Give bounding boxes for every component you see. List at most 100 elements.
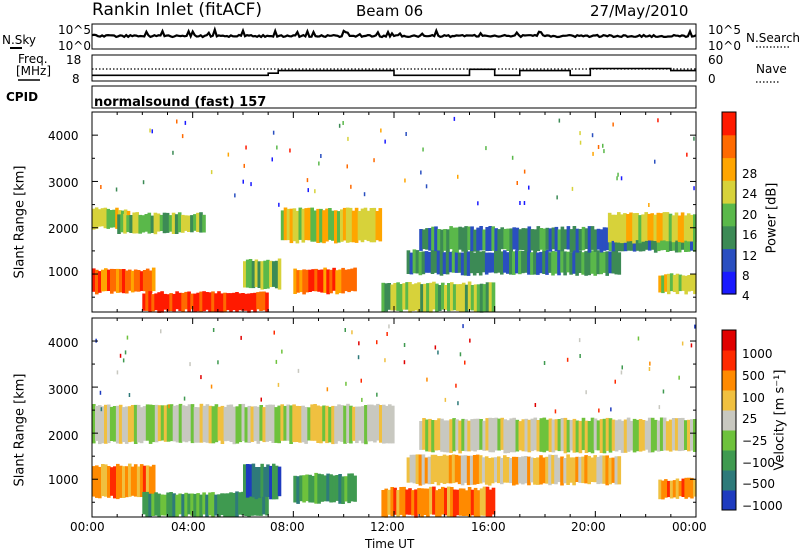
velocity-colorbar-swatch — [722, 450, 736, 471]
velocity-band-3-col — [254, 467, 259, 500]
velocity-band-7-col — [617, 419, 622, 451]
velocity-band-0-col — [175, 405, 180, 443]
velocity-band-2-col — [211, 492, 215, 518]
velocity-band-6-col — [487, 458, 492, 486]
velocity-cbar-tick-m100: −100 — [742, 456, 775, 470]
velocity-scatter-point — [469, 338, 471, 343]
velocity-band-6-col — [617, 456, 622, 485]
power-band-3-col — [193, 293, 197, 312]
power-band-7-col — [387, 283, 391, 310]
velocity-band-3-col — [272, 463, 276, 500]
velocity-band-7-col — [473, 418, 477, 452]
velocity-band-7-col — [554, 419, 559, 451]
power-band-9-col — [512, 227, 516, 250]
velocity-band-3-col — [251, 463, 256, 498]
velocity-band-7-col — [632, 418, 637, 453]
power-band-2-col — [136, 270, 141, 292]
power-band-6-col — [351, 210, 356, 243]
power-band-9-col — [581, 226, 586, 251]
power-band-8-col — [466, 251, 471, 276]
power-band-6-col — [298, 207, 303, 240]
velocity-band-7-col — [530, 418, 535, 452]
velocity-band-0-col — [289, 405, 293, 444]
power-band-7-col — [479, 283, 484, 313]
velocity-band-2-col — [148, 493, 152, 517]
velocity-band-6-col — [587, 455, 591, 485]
velocity-band-7-col — [593, 418, 598, 451]
power-band-4-col — [243, 261, 247, 288]
velocity-band-7-col — [620, 420, 625, 453]
power-scatter-point — [172, 150, 174, 155]
xtick-0: 00:00 — [70, 520, 105, 534]
velocity-band-0-col — [367, 404, 371, 442]
power-band-5-col — [299, 270, 303, 293]
power-band-10-col — [638, 215, 642, 244]
power-band-8-col — [596, 250, 600, 275]
velocity-band-8-col — [675, 478, 680, 499]
velocity-band-0-col — [142, 406, 147, 441]
velocity-band-0-col — [163, 405, 168, 442]
power-band-8-col — [599, 249, 603, 275]
power-band-3-col — [151, 294, 155, 312]
velocity-band-6-col — [430, 454, 435, 484]
power-band-4-col — [257, 261, 261, 288]
power-band-4-col — [269, 260, 273, 288]
power-colorbar-swatch — [722, 157, 736, 181]
power-band-3-col — [145, 290, 149, 311]
power-band-8-col — [533, 250, 537, 275]
xtick-3: 12:00 — [370, 520, 405, 534]
velocity-cbar-tick-100: 100 — [742, 391, 765, 405]
power-band-1-col — [129, 215, 133, 233]
velocity-band-0-col — [280, 404, 284, 441]
velocity-band-0-col — [370, 404, 374, 442]
velocity-band-6-col — [418, 454, 423, 486]
velocity-band-6-col — [463, 455, 468, 483]
power-colorbar-swatch — [722, 248, 736, 272]
velocity-band-0-col — [196, 407, 201, 443]
velocity-band-2-col — [154, 492, 158, 516]
power-band-3-col — [160, 291, 164, 313]
velocity-band-0-col — [343, 405, 347, 444]
power-band-8-col — [500, 251, 504, 275]
noise-sky-trace — [91, 26, 697, 40]
power-band-6-col — [331, 210, 335, 241]
power-band-1-col — [141, 215, 146, 233]
power-band-3-col — [184, 291, 188, 310]
power-band-5-col — [308, 269, 312, 292]
power-band-4-col — [245, 259, 250, 288]
velocity-band-7-col — [551, 419, 556, 453]
velocity-colorbar-swatch — [722, 350, 736, 371]
velocity-band-6-col — [445, 455, 450, 484]
velocity-band-6-col — [551, 455, 555, 484]
power-band-8-col — [494, 250, 498, 274]
velocity-colorbar-swatch — [722, 390, 736, 411]
power-band-8-col — [418, 251, 423, 276]
velocity-band-7-col — [629, 420, 634, 451]
power-band-6-col — [342, 207, 347, 241]
velocity-band-2-col — [235, 491, 239, 517]
power-band-10-col — [647, 213, 651, 241]
velocity-band-7-col — [533, 417, 538, 451]
velocity-band-2-col — [256, 491, 260, 516]
velocity-band-1-col — [133, 464, 138, 497]
power-band-5-col — [317, 269, 321, 292]
velocity-band-7-col — [693, 419, 697, 452]
power-band-6-col — [357, 211, 362, 241]
power-band-8-col — [566, 251, 570, 273]
velocity-band-0-col — [238, 404, 243, 443]
velocity-band-7-col — [455, 419, 459, 451]
power-band-9-col — [479, 226, 483, 251]
velocity-band-7-col — [518, 421, 523, 451]
velocity-band-6-col — [472, 455, 477, 485]
velocity-band-5-col — [396, 490, 400, 517]
velocity-band-5-col — [455, 489, 460, 516]
velocity-band-5-col — [423, 488, 427, 515]
velocity-band-5-col — [467, 487, 472, 518]
velocity-band-6-col — [566, 454, 570, 485]
power-band-11-col — [658, 275, 662, 293]
velocity-scatter-point — [357, 355, 360, 360]
velocity-band-0-col — [277, 405, 281, 444]
power-band-1-col — [193, 214, 197, 231]
power-band-8-col — [602, 251, 606, 273]
power-scatter-point — [142, 180, 145, 185]
